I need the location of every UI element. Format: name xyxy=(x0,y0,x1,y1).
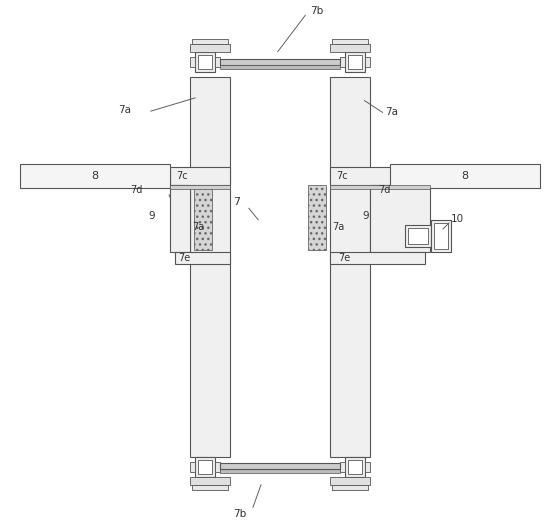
Bar xyxy=(190,44,230,52)
Text: 7e: 7e xyxy=(338,253,350,263)
Bar xyxy=(330,185,430,189)
Text: 8: 8 xyxy=(91,171,99,181)
Bar xyxy=(431,220,451,252)
Text: 9: 9 xyxy=(362,211,368,221)
Bar xyxy=(20,164,170,188)
Bar xyxy=(215,462,220,472)
Bar xyxy=(308,185,326,250)
Bar xyxy=(190,477,230,485)
Bar xyxy=(170,167,230,185)
Text: 7c: 7c xyxy=(176,171,188,181)
Text: 8: 8 xyxy=(461,171,469,181)
Bar xyxy=(330,44,370,52)
Text: 7b: 7b xyxy=(233,509,246,519)
Bar xyxy=(175,252,230,264)
Bar xyxy=(345,457,365,477)
Bar xyxy=(365,57,370,67)
Text: 10: 10 xyxy=(451,214,464,224)
Bar xyxy=(192,485,228,490)
Bar xyxy=(194,185,212,250)
Bar xyxy=(198,55,212,69)
Text: 7b: 7b xyxy=(310,6,323,16)
Text: 7a: 7a xyxy=(118,105,131,115)
Bar xyxy=(220,65,340,69)
Bar xyxy=(348,460,362,474)
Text: 7: 7 xyxy=(233,197,240,207)
Bar xyxy=(192,39,228,44)
Bar xyxy=(434,223,448,249)
Bar xyxy=(198,460,212,474)
Bar xyxy=(220,469,340,473)
Bar xyxy=(190,77,230,457)
Bar xyxy=(330,167,430,185)
Text: 7e: 7e xyxy=(178,253,190,263)
Bar xyxy=(220,59,340,65)
Bar xyxy=(340,462,345,472)
Text: 7d: 7d xyxy=(130,185,142,195)
Bar xyxy=(195,457,215,477)
Bar xyxy=(390,164,540,188)
Bar xyxy=(405,225,431,247)
Bar xyxy=(230,77,330,457)
Bar xyxy=(408,228,428,244)
Bar xyxy=(365,462,370,472)
Text: 7c: 7c xyxy=(336,171,348,181)
Bar xyxy=(220,463,340,469)
Text: 7a: 7a xyxy=(385,107,398,117)
Bar xyxy=(370,185,430,252)
Bar xyxy=(330,77,370,457)
Bar xyxy=(332,485,368,490)
Text: 7a: 7a xyxy=(192,222,204,232)
Bar xyxy=(345,52,365,72)
Bar xyxy=(330,252,425,264)
Bar xyxy=(215,57,220,67)
Text: 9: 9 xyxy=(148,211,155,221)
Bar xyxy=(348,55,362,69)
Text: 7d: 7d xyxy=(378,185,390,195)
Bar xyxy=(190,57,195,67)
Bar xyxy=(340,57,345,67)
Bar xyxy=(332,39,368,44)
Bar xyxy=(170,185,230,189)
Bar xyxy=(190,462,195,472)
Bar xyxy=(195,52,215,72)
Text: 7a: 7a xyxy=(332,222,344,232)
Bar xyxy=(170,185,190,252)
Bar xyxy=(330,477,370,485)
